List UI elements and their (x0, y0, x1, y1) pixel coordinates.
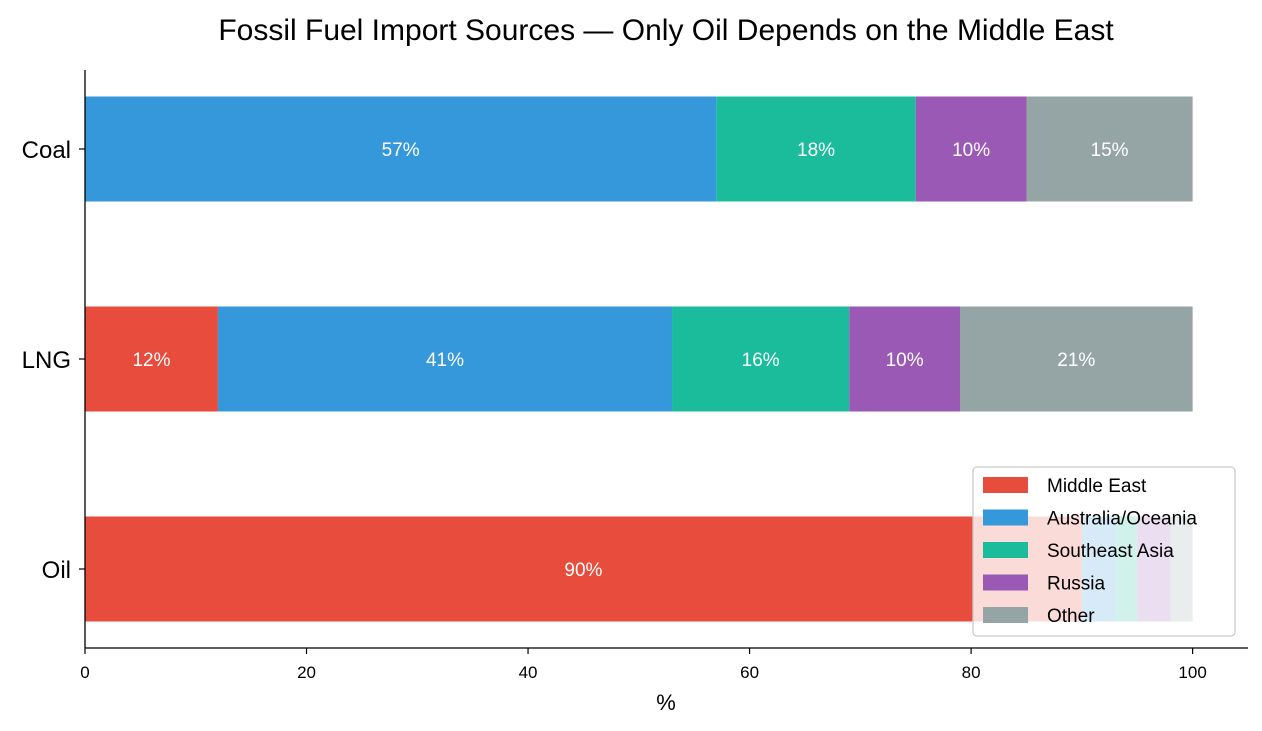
bars-layer: 57% 18% 10% 15% 12% 41% 16% 10% 21% 90% (85, 96, 1193, 622)
x-tick-label: 0 (80, 663, 89, 682)
bar-coal-russia (915, 96, 1027, 202)
data-label-coal-russia: 10% (952, 140, 990, 161)
legend-swatch-middle-east (983, 477, 1028, 493)
bar-coal-australia-oceania (85, 96, 717, 202)
x-tick-label: 100 (1178, 663, 1206, 682)
data-label-lng-middle-east: 12% (132, 350, 170, 371)
legend: Middle East Australia/Oceania Southeast As… (972, 466, 1236, 637)
x-tick-label: 60 (740, 663, 759, 682)
chart-title: Fossil Fuel Import Sources — Only Oil De… (218, 14, 1114, 47)
legend-label-australia-oceania: Australia/Oceania (1047, 509, 1197, 530)
bar-lng-australia-oceania (217, 306, 673, 412)
legend-swatch-russia (983, 574, 1028, 591)
data-label-lng-southeast-asia: 16% (742, 350, 780, 371)
bar-coal-other (1026, 96, 1193, 202)
x-tick-label: 20 (297, 663, 316, 682)
y-tick-label-coal: Coal (22, 137, 71, 164)
bar-lng-southeast-asia (672, 306, 850, 412)
data-label-coal-australia-oceania: 57% (382, 140, 420, 161)
bar-lng-russia (849, 306, 961, 412)
bar-oil-middle-east (85, 516, 1082, 622)
bar-lng-middle-east (85, 306, 218, 412)
data-label-lng-russia: 10% (886, 350, 924, 371)
legend-label-southeast-asia: Southeast Asia (1047, 541, 1174, 562)
x-axis-label: % (656, 690, 676, 715)
data-label-coal-southeast-asia: 18% (797, 140, 835, 161)
axes-layer: 0 20 40 60 80 100 Coal LNG Oil (22, 70, 1248, 682)
bar-lng-other (960, 306, 1193, 412)
legend-swatch-other (983, 607, 1028, 623)
legend-frame (972, 466, 1236, 637)
legend-swatch-australia-oceania (983, 509, 1028, 526)
legend-label-middle-east: Middle East (1047, 476, 1147, 497)
legend-label-russia: Russia (1047, 574, 1106, 595)
data-label-lng-other: 21% (1057, 350, 1095, 371)
x-tick-label: 80 (962, 663, 981, 682)
data-label-coal-other: 15% (1091, 140, 1129, 161)
y-tick-label-lng: LNG (22, 347, 71, 374)
legend-swatch-southeast-asia (983, 542, 1028, 558)
bar-coal-southeast-asia (716, 96, 916, 202)
legend-label-other: Other (1047, 606, 1095, 627)
data-label-oil-middle-east: 90% (564, 560, 602, 581)
x-tick-label: 40 (519, 663, 538, 682)
data-label-lng-australia-oceania: 41% (426, 350, 464, 371)
y-tick-label-oil: Oil (42, 557, 71, 584)
